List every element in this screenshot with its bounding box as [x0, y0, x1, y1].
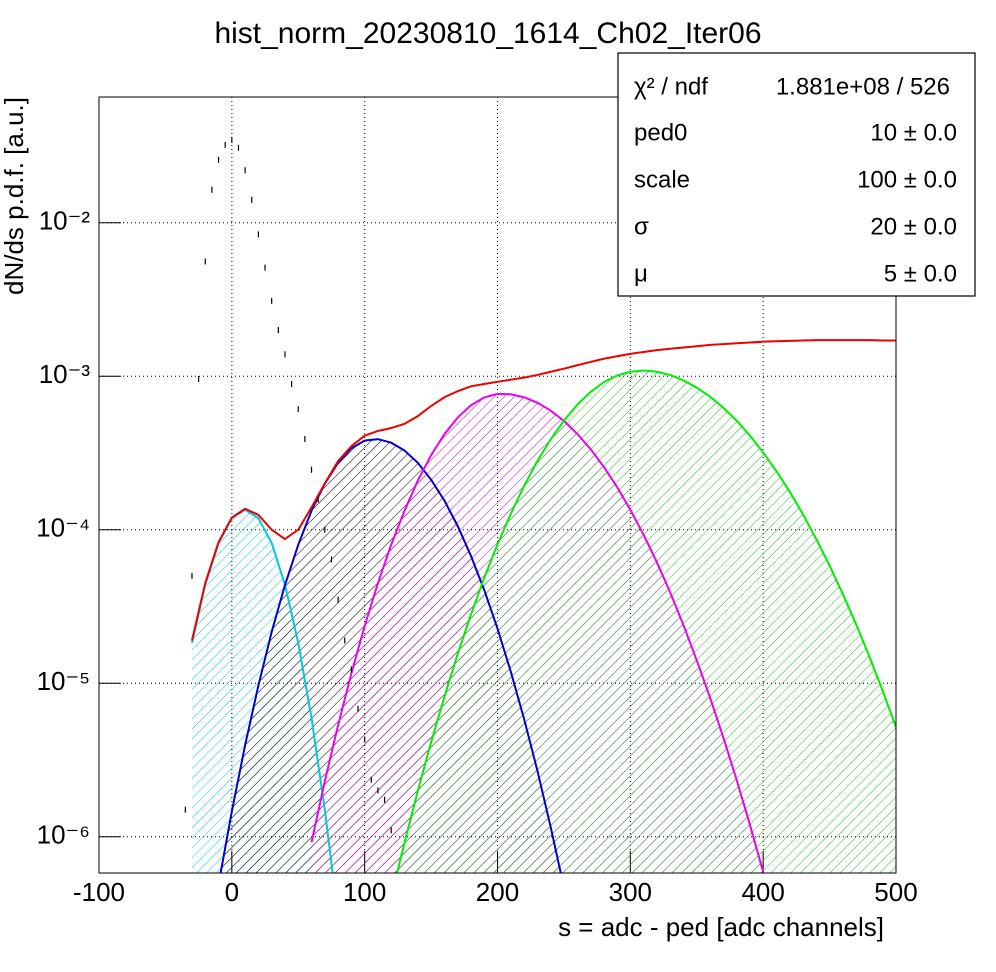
y-axis-label: dN/ds p.d.f. [a.u.] — [0, 97, 29, 295]
stats-label: μ — [634, 260, 648, 287]
stats-label: χ² / ndf — [634, 73, 708, 100]
x-tick-label: 200 — [476, 877, 519, 907]
x-tick-label: 500 — [874, 877, 917, 907]
stats-value: 5 ± 0.0 — [884, 260, 957, 287]
stats-value: 10 ± 0.0 — [870, 119, 957, 146]
x-axis-label: s = adc - ped [adc channels] — [558, 912, 884, 942]
x-tick-label: 400 — [741, 877, 784, 907]
y-tick-label: 10⁻⁶ — [37, 820, 90, 850]
y-tick-label: 10⁻⁴ — [36, 513, 90, 543]
stats-value: 1.881e+08 / 526 — [776, 73, 950, 100]
plot-area — [184, 136, 896, 873]
stats-label: σ — [634, 213, 649, 240]
stats-box: χ² / ndf 1.881e+08 / 526 ped0 10 ± 0.0 scale… — [617, 52, 976, 297]
plot-frame — [98, 96, 897, 874]
curve — [396, 369, 896, 873]
x-tick-label: 0 — [225, 877, 239, 907]
stats-value: 100 ± 0.0 — [857, 166, 957, 193]
chart-title: hist_norm_20230810_1614_Ch02_Iter06 — [214, 17, 761, 50]
x-tick-label: 300 — [609, 877, 652, 907]
y-tick-label: 10⁻² — [39, 206, 91, 236]
curve — [310, 392, 765, 873]
curve — [219, 438, 562, 873]
area-fill — [397, 370, 896, 873]
stats-value: 20 ± 0.0 — [870, 213, 957, 240]
y-tick-label: 10⁻⁵ — [37, 666, 90, 696]
stats-box-frame — [617, 52, 976, 297]
stats-label: scale — [634, 166, 690, 193]
x-tick-label: 100 — [343, 877, 386, 907]
y-tick-label: 10⁻³ — [39, 359, 91, 389]
curve — [191, 339, 896, 641]
x-tick-label: -100 — [73, 877, 125, 907]
stats-label: ped0 — [634, 119, 687, 146]
